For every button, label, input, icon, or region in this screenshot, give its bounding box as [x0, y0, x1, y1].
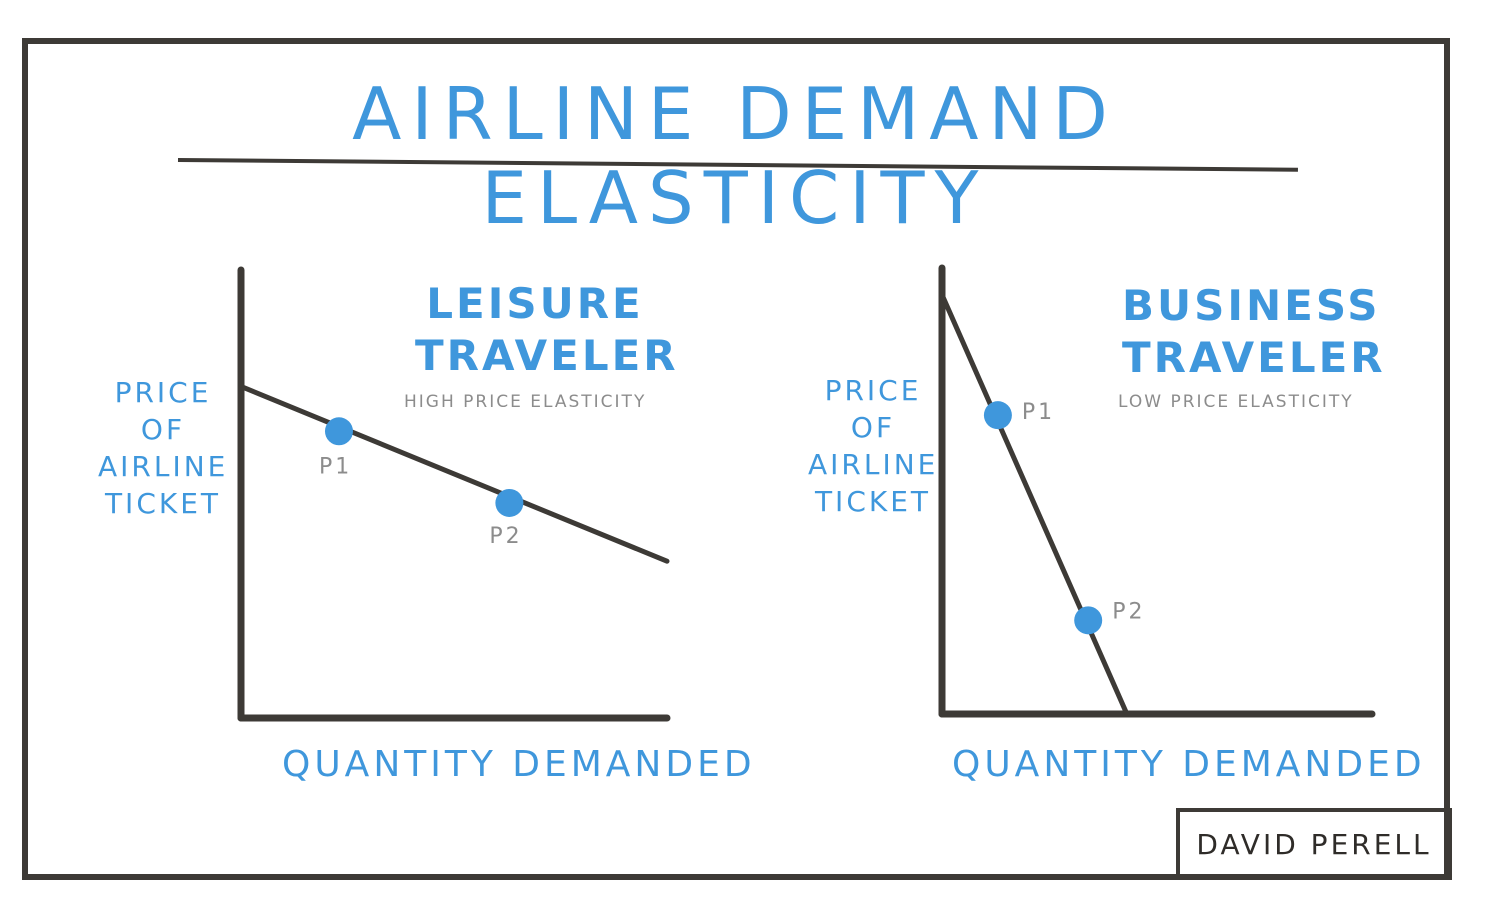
chart-1-point-label-p1: P1	[319, 454, 352, 479]
chart-2-demand-curve	[939, 292, 1130, 717]
chart-2-ylabel-line4: TICKET	[814, 485, 932, 518]
chart-1-point-p2	[495, 488, 524, 517]
chart-2-point-p1	[983, 401, 1012, 430]
chart-1-point-p1	[324, 417, 353, 446]
author-name: DAVID PERELL	[1196, 827, 1432, 861]
chart-1-ylabel: PRICE OF AIRLINE TICKET	[98, 374, 228, 522]
chart-1-subtitle: HIGH PRICE ELASTICITY	[404, 392, 647, 412]
chart-2-title-line2: TRAVELER	[1122, 333, 1386, 382]
chart-1-title-line2: TRAVELER	[415, 331, 679, 380]
page-title: AIRLINE DEMAND ELASTICITY	[352, 72, 1118, 240]
chart-1-ylabel-line4: TICKET	[104, 487, 222, 520]
chart-2-xlabel: QUANTITY DEMANDED	[952, 744, 1426, 785]
chart-2-subtitle: LOW PRICE ELASTICITY	[1118, 392, 1354, 412]
chart-2-ylabel-line2: OF	[850, 411, 896, 444]
chart-1-ylabel-line3: AIRLINE	[98, 450, 229, 483]
chart-1-demand-curve	[238, 383, 670, 564]
author-box: DAVID PERELL	[1176, 808, 1452, 880]
chart-2-point-label-p2: P2	[1112, 599, 1145, 624]
chart-1-ylabel-line2: OF	[140, 413, 186, 446]
chart-1-xlabel: QUANTITY DEMANDED	[282, 744, 756, 785]
chart-2-ylabel: PRICE OF AIRLINE TICKET	[808, 372, 938, 520]
chart-1-point-label-p2: P2	[489, 524, 522, 549]
diagram-frame	[22, 38, 1450, 880]
chart-2-point-label-p1: P1	[1022, 400, 1055, 425]
chart-2-title: BUSINESS TRAVELER	[1122, 280, 1386, 384]
chart-2-point-p2	[1074, 606, 1103, 635]
chart-1-ylabel-line1: PRICE	[114, 376, 212, 409]
chart-1-title-line1: LEISURE	[426, 279, 644, 328]
chart-2-title-line1: BUSINESS	[1122, 281, 1381, 330]
chart-1-title: LEISURE TRAVELER	[415, 278, 679, 382]
chart-2-ylabel-line3: AIRLINE	[808, 448, 939, 481]
chart-2-ylabel-line1: PRICE	[824, 374, 922, 407]
